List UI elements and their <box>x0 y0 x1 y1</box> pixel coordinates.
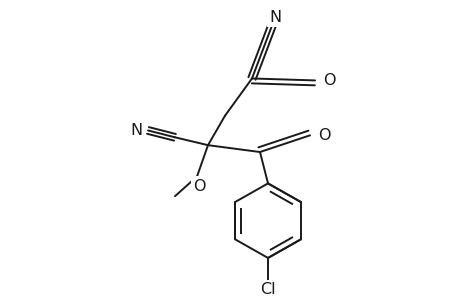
Text: O: O <box>322 73 335 88</box>
Text: O: O <box>192 178 205 194</box>
Text: N: N <box>269 10 280 25</box>
Text: O: O <box>317 128 330 143</box>
Text: Cl: Cl <box>260 283 275 298</box>
Text: N: N <box>131 123 143 138</box>
